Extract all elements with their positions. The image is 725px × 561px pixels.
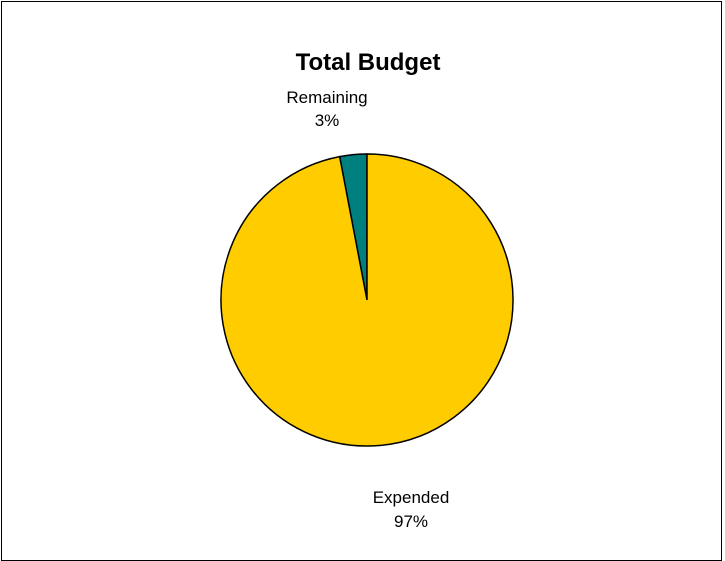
slice-value-remaining: 3% [315, 111, 340, 130]
slice-value-expended: 97% [394, 512, 428, 531]
slice-label-remaining: Remaining [286, 88, 367, 107]
pie-slice-expended [220, 153, 514, 447]
chart-title: Total Budget [296, 49, 441, 76]
pie-slices [220, 153, 514, 447]
slice-label-expended: Expended [373, 488, 450, 507]
